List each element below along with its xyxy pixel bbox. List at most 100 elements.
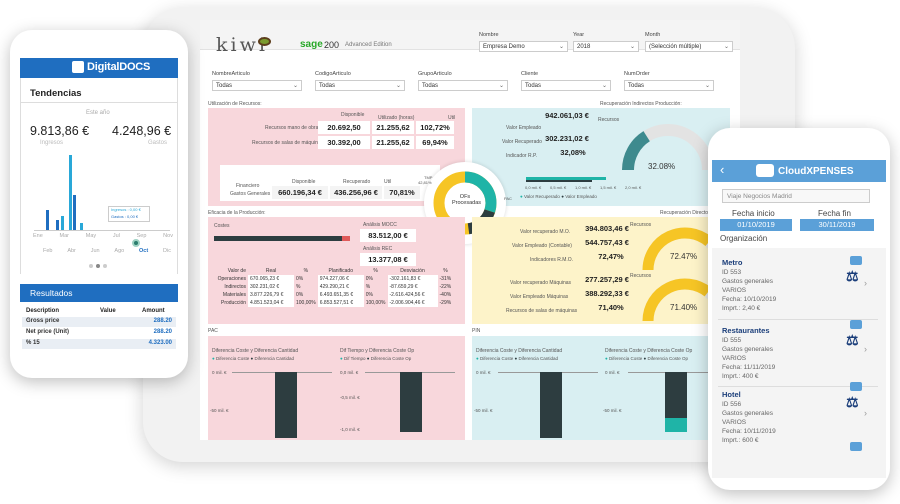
month-label: Ene — [33, 233, 43, 239]
page-dot[interactable] — [89, 264, 93, 268]
pin-chart2-title: Diferencia Coste y Diferencia Coste Op — [605, 348, 693, 354]
tax-agency-icon: ⚖ — [846, 332, 859, 348]
donut-label-pac: PAC — [504, 196, 512, 201]
item-amount: Imprt.: 2,40 € — [722, 305, 761, 312]
end-date-field[interactable]: 30/11/2019 — [800, 219, 874, 231]
year-dropdown[interactable]: 2018 ⌄ — [573, 41, 639, 52]
filter-label-nombre: Nombre — [479, 32, 499, 38]
chart-baseline — [34, 230, 170, 231]
item-sub: VARIOS — [722, 419, 747, 426]
pac-chart2-legend: ● Dif Tiempo ● Diferencia Coste Op — [340, 356, 411, 361]
table-cell: -40% — [439, 292, 452, 298]
table-header: Desviación — [400, 268, 425, 274]
chevron-right-icon[interactable]: › — [864, 344, 867, 354]
table-cell: 6.853.527,51 € — [317, 299, 364, 307]
item-title: Restaurantes — [722, 326, 770, 335]
divider — [718, 319, 878, 320]
utilizacion-col-disponible: Disponible — [341, 112, 365, 118]
nombrearticulo-dropdown[interactable]: Todas ⌄ — [212, 80, 302, 91]
item-date: Fecha: 10/11/2019 — [722, 428, 776, 435]
utilizacion-row-1-disponible: 20.692,50 — [318, 121, 370, 134]
month-dropdown[interactable]: (Selección múltiple) ⌄ — [645, 41, 733, 52]
legend-item: Diferencia Coste — [479, 356, 514, 361]
col-value: Value — [100, 308, 116, 314]
recup-directos-gauge-b-value: 71.40% — [670, 303, 698, 312]
recup-directos-b-row-3-label: Recursos de salas de máquinas — [506, 308, 578, 314]
table-cell: -87.659,29 € — [387, 283, 438, 291]
recup-directos-title: Recuperación Directos P. — [660, 210, 717, 216]
table-cell: 429.290,21 € — [317, 283, 364, 291]
list-item[interactable]: Hotel ID 556 Gastos generales VARIOS Fec… — [722, 382, 882, 451]
page-dot-active[interactable] — [96, 264, 100, 268]
item-amount: Imprt.: 600 € — [722, 437, 759, 444]
month-label: May — [85, 233, 97, 239]
search-input[interactable]: Viaje Negocios Madrid — [722, 189, 870, 203]
chevron-down-icon: ⌄ — [292, 83, 298, 89]
nombre-dropdown[interactable]: Empresa Demo ⌄ — [479, 41, 568, 52]
utilizacion-col-utilizado: Utilizado (horas) — [378, 115, 415, 121]
row-amount: 288.20 — [153, 329, 172, 335]
chevron-down-icon: ⌄ — [558, 44, 564, 50]
donut-label-tmp-pct: 42,81% — [418, 180, 432, 185]
table-row[interactable]: Net price (Unit) 288.20 — [22, 328, 176, 338]
row-description: % 15 — [26, 340, 40, 346]
recup-directos-b-row-2-value: 388.292,33 € — [585, 289, 629, 298]
list-item[interactable]: Restaurantes ID 555 Gastos generales VAR… — [722, 320, 882, 386]
table-cell: -2.616.424,56 € — [387, 291, 438, 299]
recup-bar-recuperado — [526, 177, 606, 180]
donut-label-ofs: OFs — [459, 194, 471, 200]
pac-chart1-bar — [275, 372, 297, 438]
codigoarticulo-dropdown[interactable]: Todas ⌄ — [315, 80, 405, 91]
table-header: % — [443, 268, 448, 274]
table-row[interactable]: % 15 4.323.00 — [22, 339, 176, 349]
chevron-down-icon: ⌄ — [395, 83, 401, 89]
month-label: Abr — [67, 248, 76, 254]
legend-dot-teal: ● — [520, 194, 523, 199]
tab-organizacion[interactable]: Organización — [720, 234, 768, 243]
digitaldocs-logo: DigitalDOCS — [87, 61, 151, 73]
month-label: Dic — [163, 248, 171, 254]
table-row[interactable]: Gross price 288.20 — [22, 317, 176, 327]
pac-chart2-bar — [400, 372, 422, 432]
chevron-down-icon: ⌄ — [629, 44, 635, 50]
table-cell: Indirectos — [224, 284, 246, 290]
back-arrow-icon[interactable]: ‹ — [720, 162, 725, 177]
table-cell: 0% — [365, 276, 373, 282]
gauge-fill — [642, 227, 713, 271]
pac-chart2-title: Dif Tiempo y Diferencia Coste Op — [340, 348, 415, 354]
utilizacion-row-2-disponible: 30.392,00 — [318, 136, 370, 149]
start-date-field[interactable]: 01/10/2019 — [720, 219, 792, 231]
recup-indirectos-gauge-value: 32.08% — [648, 162, 676, 171]
eficacia-title: Eficacia de la Producción: — [208, 210, 266, 216]
pin-chart1-legend: ● Diferencia Coste ● Diferencia Cantidad — [476, 356, 558, 361]
digitaldocs-phone: DigitalDOCS Tendencias Este año 9.813,86… — [10, 30, 188, 378]
month-slider-handle[interactable] — [132, 239, 140, 247]
table-cell: Operaciones — [217, 276, 246, 282]
costes-bar — [214, 236, 342, 241]
camera-icon[interactable] — [850, 256, 862, 265]
camera-icon[interactable] — [850, 320, 862, 329]
chevron-right-icon[interactable]: › — [864, 408, 867, 418]
donut-segment-rec — [433, 171, 497, 235]
recup-indirectos-row-2-label: Valor Recuperado — [502, 139, 542, 145]
table-row: Materiales 3.877.226,79 € 0% 6.493.651,3… — [210, 291, 454, 299]
page-dot[interactable] — [103, 264, 107, 268]
camera-icon[interactable] — [850, 442, 862, 451]
filter-label-month: Month — [645, 32, 661, 38]
numorder-dropdown[interactable]: Todas ⌄ — [624, 80, 714, 91]
pac-chart2-tick-0: 0,0 mil. € — [340, 370, 359, 375]
list-item[interactable]: Metro ID 553 Gastos generales VARIOS Fec… — [722, 256, 882, 318]
recup-directos-a-row-2-label: Valor Empleado (Contable) — [512, 243, 572, 249]
legend-item: Dif Tiempo — [343, 356, 366, 361]
gauge-fill — [642, 278, 712, 322]
cliente-dropdown[interactable]: Todas ⌄ — [521, 80, 611, 91]
month-label: Jul — [112, 233, 120, 239]
pac-chart1-tick-0: 0 mil. € — [212, 370, 227, 375]
grupoarticulo-dropdown[interactable]: Todas ⌄ — [418, 80, 508, 91]
pin-chart2-tick-0: 0 mil. € — [605, 370, 620, 375]
chevron-right-icon[interactable]: › — [864, 278, 867, 288]
analisis-moc-label: Análisis MOCC — [363, 222, 397, 228]
camera-icon[interactable] — [850, 382, 862, 391]
legend-item: Diferencia Coste — [215, 356, 250, 361]
table-cell: % — [296, 284, 301, 290]
